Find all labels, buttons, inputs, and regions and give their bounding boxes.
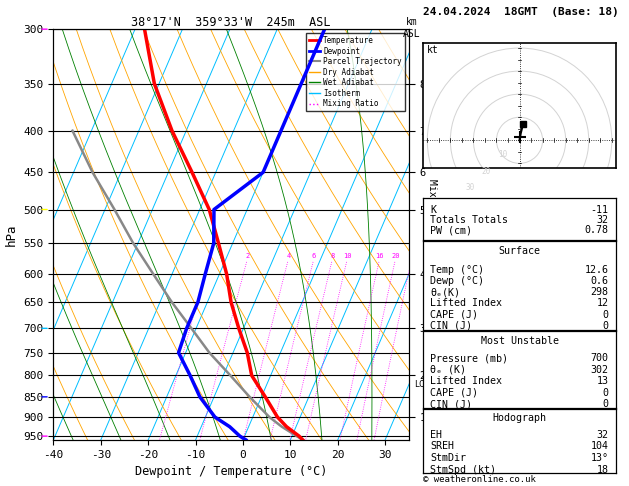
Text: 10: 10 [498, 150, 508, 159]
Text: © weatheronline.co.uk: © weatheronline.co.uk [423, 474, 535, 484]
Text: StmSpd (kt): StmSpd (kt) [430, 465, 496, 475]
Text: Hodograph: Hodograph [493, 413, 547, 423]
Text: 302: 302 [591, 365, 609, 375]
Title: 38°17'N  359°33'W  245m  ASL: 38°17'N 359°33'W 245m ASL [131, 16, 331, 29]
Text: kt: kt [427, 45, 439, 54]
Text: θₑ(K): θₑ(K) [430, 287, 460, 297]
Text: 8: 8 [330, 253, 335, 259]
Text: 0: 0 [603, 321, 609, 331]
Text: 32: 32 [597, 430, 609, 440]
Text: 2: 2 [245, 253, 250, 259]
Text: 24.04.2024  18GMT  (Base: 18): 24.04.2024 18GMT (Base: 18) [423, 7, 618, 17]
Text: CIN (J): CIN (J) [430, 321, 472, 331]
Text: Lifted Index: Lifted Index [430, 298, 503, 309]
Text: 13: 13 [597, 376, 609, 386]
Text: 700: 700 [591, 353, 609, 364]
Text: 13°: 13° [591, 453, 609, 463]
Text: Totals Totals: Totals Totals [430, 215, 508, 225]
Text: -11: -11 [591, 205, 609, 215]
Text: Pressure (mb): Pressure (mb) [430, 353, 508, 364]
Text: 1: 1 [207, 253, 211, 259]
Text: Lifted Index: Lifted Index [430, 376, 503, 386]
Text: CAPE (J): CAPE (J) [430, 310, 479, 320]
Text: 4: 4 [286, 253, 291, 259]
Text: 20: 20 [391, 253, 400, 259]
Text: 0: 0 [603, 388, 609, 398]
Text: 298: 298 [591, 287, 609, 297]
X-axis label: Dewpoint / Temperature (°C): Dewpoint / Temperature (°C) [135, 465, 327, 478]
Text: 0: 0 [603, 399, 609, 409]
Text: Dewp (°C): Dewp (°C) [430, 276, 484, 286]
Text: 20: 20 [482, 167, 491, 175]
Text: 0: 0 [603, 310, 609, 320]
Text: CIN (J): CIN (J) [430, 399, 472, 409]
Text: 32: 32 [597, 215, 609, 225]
Text: 12: 12 [597, 298, 609, 309]
Text: 104: 104 [591, 441, 609, 451]
Text: 16: 16 [376, 253, 384, 259]
Text: SREH: SREH [430, 441, 454, 451]
Text: 30: 30 [465, 183, 474, 192]
Text: StmDir: StmDir [430, 453, 467, 463]
Text: θₑ (K): θₑ (K) [430, 365, 467, 375]
Text: 18: 18 [597, 465, 609, 475]
Text: Temp (°C): Temp (°C) [430, 265, 484, 275]
Text: Most Unstable: Most Unstable [481, 336, 559, 346]
Text: CAPE (J): CAPE (J) [430, 388, 479, 398]
Text: 12.6: 12.6 [585, 265, 609, 275]
Text: K: K [430, 205, 437, 215]
Text: 10: 10 [343, 253, 352, 259]
Text: PW (cm): PW (cm) [430, 225, 472, 235]
Y-axis label: hPa: hPa [5, 223, 18, 246]
Text: EH: EH [430, 430, 442, 440]
Text: 0.78: 0.78 [585, 225, 609, 235]
Y-axis label: Mixing Ratio (g/kg): Mixing Ratio (g/kg) [426, 179, 437, 290]
Text: 0.6: 0.6 [591, 276, 609, 286]
Legend: Temperature, Dewpoint, Parcel Trajectory, Dry Adiabat, Wet Adiabat, Isotherm, Mi: Temperature, Dewpoint, Parcel Trajectory… [306, 33, 405, 111]
Text: km
ASL: km ASL [403, 17, 421, 38]
Text: Surface: Surface [499, 246, 540, 256]
Text: LCL: LCL [415, 380, 430, 389]
Text: 6: 6 [312, 253, 316, 259]
